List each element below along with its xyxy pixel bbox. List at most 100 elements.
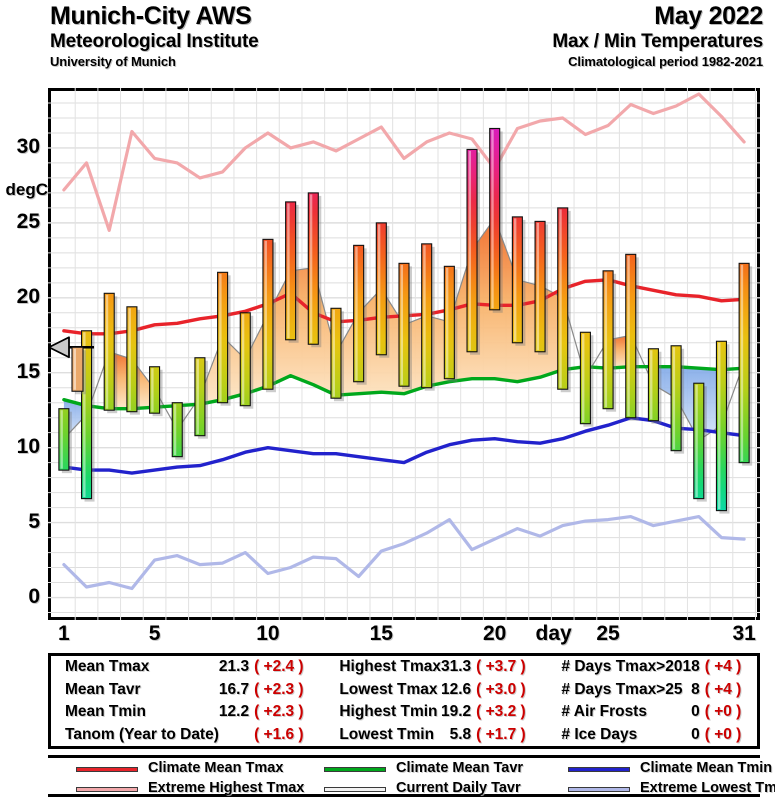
- month-title: May 2022: [654, 2, 763, 30]
- stat-anomaly: ( +4 ): [704, 680, 742, 698]
- x-axis-tick-label: 10: [256, 622, 280, 645]
- legend-row: Extreme Highest Tmax Current Daily Tavr Ex…: [48, 779, 775, 798]
- bar-highlight: [128, 308, 131, 411]
- stat-anomaly: ( +3.0 ): [476, 680, 526, 698]
- bar-highlight: [400, 264, 403, 385]
- bar-highlight: [332, 309, 335, 397]
- stat-label: Highest Tmin: [339, 703, 438, 721]
- line-extreme-lowest-tmin: [62, 515, 746, 591]
- stat-value: [219, 724, 254, 747]
- temperature-bar: [738, 262, 750, 464]
- temperature-bar: [579, 331, 591, 425]
- stat-label: # Air Frosts: [561, 703, 647, 721]
- legend-label: Extreme Lowest Tmin: [640, 780, 775, 796]
- bar-highlight: [672, 347, 676, 450]
- temperature-bar: [647, 348, 659, 422]
- climatological-period: Climatological period 1982-2021: [568, 54, 763, 69]
- chart-plot-area: [48, 88, 760, 620]
- stat-anomaly: ( +2.3 ): [254, 680, 304, 698]
- temperature-bar: [58, 408, 70, 471]
- temperature-bar: [194, 357, 206, 437]
- temperature-bar: [330, 307, 342, 399]
- x-axis-tick-label: 5: [148, 622, 161, 645]
- stat-label: # Days Tmax>20: [561, 658, 683, 676]
- daily-temperature-bars: [58, 127, 753, 514]
- legend-label: Climate Mean Tmin: [640, 760, 773, 776]
- stat-column-gap: [535, 656, 547, 679]
- bar-highlight: [105, 294, 109, 409]
- temperature-bar: [307, 192, 319, 345]
- stat-anomaly: ( +1.7 ): [476, 725, 526, 743]
- chart-legend: Climate Mean Tmax Climate Mean Tavr Climat…: [48, 755, 775, 798]
- legend-row: Climate Mean Tmax Climate Mean Tavr Climat…: [48, 759, 772, 778]
- legend-label: Climate Mean Tmax: [148, 760, 284, 776]
- temperature-bar: [262, 238, 274, 390]
- bar-highlight: [196, 359, 199, 435]
- temperature-bar: [285, 201, 297, 341]
- stat-value: 12.2: [218, 703, 250, 721]
- legend-label: Climate Mean Tavr: [396, 760, 524, 776]
- stat-anomaly: ( +2.4 ): [254, 658, 304, 676]
- temperature-bar: [466, 148, 478, 353]
- stat-column-gap: [535, 701, 547, 724]
- temperature-bar: [421, 243, 433, 389]
- stat-value: 8: [691, 680, 700, 698]
- temperature-bar: [80, 330, 93, 500]
- bar-highlight: [423, 245, 426, 387]
- temperature-bar: [443, 265, 455, 380]
- bar-highlight: [718, 342, 721, 510]
- stat-column-gap: [313, 679, 325, 702]
- stat-value: 16.7: [218, 680, 250, 698]
- x-axis-label: day: [535, 622, 572, 645]
- temperature-bar: [398, 262, 410, 387]
- bar-highlight: [559, 209, 562, 388]
- legend-color-swatch: [324, 787, 386, 792]
- stat-anomaly: ( +3.2 ): [476, 703, 526, 721]
- temperature-bar: [670, 345, 682, 452]
- bar-highlight: [695, 384, 698, 498]
- y-axis-tick-label: 25: [16, 209, 40, 233]
- station-title: Munich-City AWS: [50, 2, 252, 30]
- temperature-bar: [353, 244, 365, 383]
- temperature-bar: [171, 402, 183, 458]
- cool-anomaly-band: [63, 399, 87, 439]
- bar-highlight: [151, 368, 154, 412]
- temperature-bar: [534, 220, 546, 353]
- stat-label: Mean Tavr: [65, 680, 141, 698]
- bar-highlight: [173, 404, 177, 456]
- bar-highlight: [309, 194, 313, 343]
- extreme-lines: [62, 92, 746, 591]
- line-extreme-highest-tmax: [62, 92, 746, 232]
- stat-label: Highest Tmax: [339, 658, 441, 676]
- bar-highlight: [468, 150, 472, 351]
- temperature-bar: [693, 382, 705, 500]
- bar-highlight: [582, 333, 585, 423]
- x-axis-tick-label: 1: [58, 622, 70, 645]
- temperature-bar: [489, 127, 501, 311]
- statistics-row: Tanom (Year to Date) ( +1.6 ) Lowest Tmin 5…: [51, 724, 757, 747]
- chart-subtitle: Max / Min Temperatures: [552, 31, 763, 52]
- stat-anomaly: ( +0 ): [704, 703, 742, 721]
- mean-tavr-marker: [48, 336, 94, 395]
- bar-highlight: [241, 314, 245, 405]
- x-axis-tick-label: 31: [732, 622, 756, 645]
- y-axis-tick-label: 0: [28, 584, 40, 608]
- stat-anomaly: ( +2.3 ): [254, 703, 304, 721]
- statistics-row: Mean Tmax 21.3( +2.4 ) Highest Tmax 31.3( +…: [51, 656, 757, 679]
- stat-value: 21.3: [218, 658, 250, 676]
- temperature-bar: [149, 366, 161, 414]
- legend-color-swatch: [76, 767, 138, 772]
- x-axis-tick-label: 15: [369, 622, 393, 645]
- temperature-bar: [602, 270, 614, 410]
- bar-highlight: [219, 273, 222, 402]
- stat-column-gap: [535, 724, 547, 747]
- stat-anomaly: ( +0 ): [704, 725, 742, 743]
- statistics-table: Mean Tmax 21.3( +2.4 ) Highest Tmax 31.3( +…: [51, 656, 757, 746]
- legend-color-swatch: [76, 787, 138, 792]
- temperature-bar: [557, 207, 569, 390]
- stat-label: # Days Tmax>25: [561, 680, 683, 698]
- legend-label: Extreme Highest Tmax: [148, 780, 305, 796]
- bar-highlight: [287, 203, 290, 339]
- temperature-bar: [715, 340, 728, 512]
